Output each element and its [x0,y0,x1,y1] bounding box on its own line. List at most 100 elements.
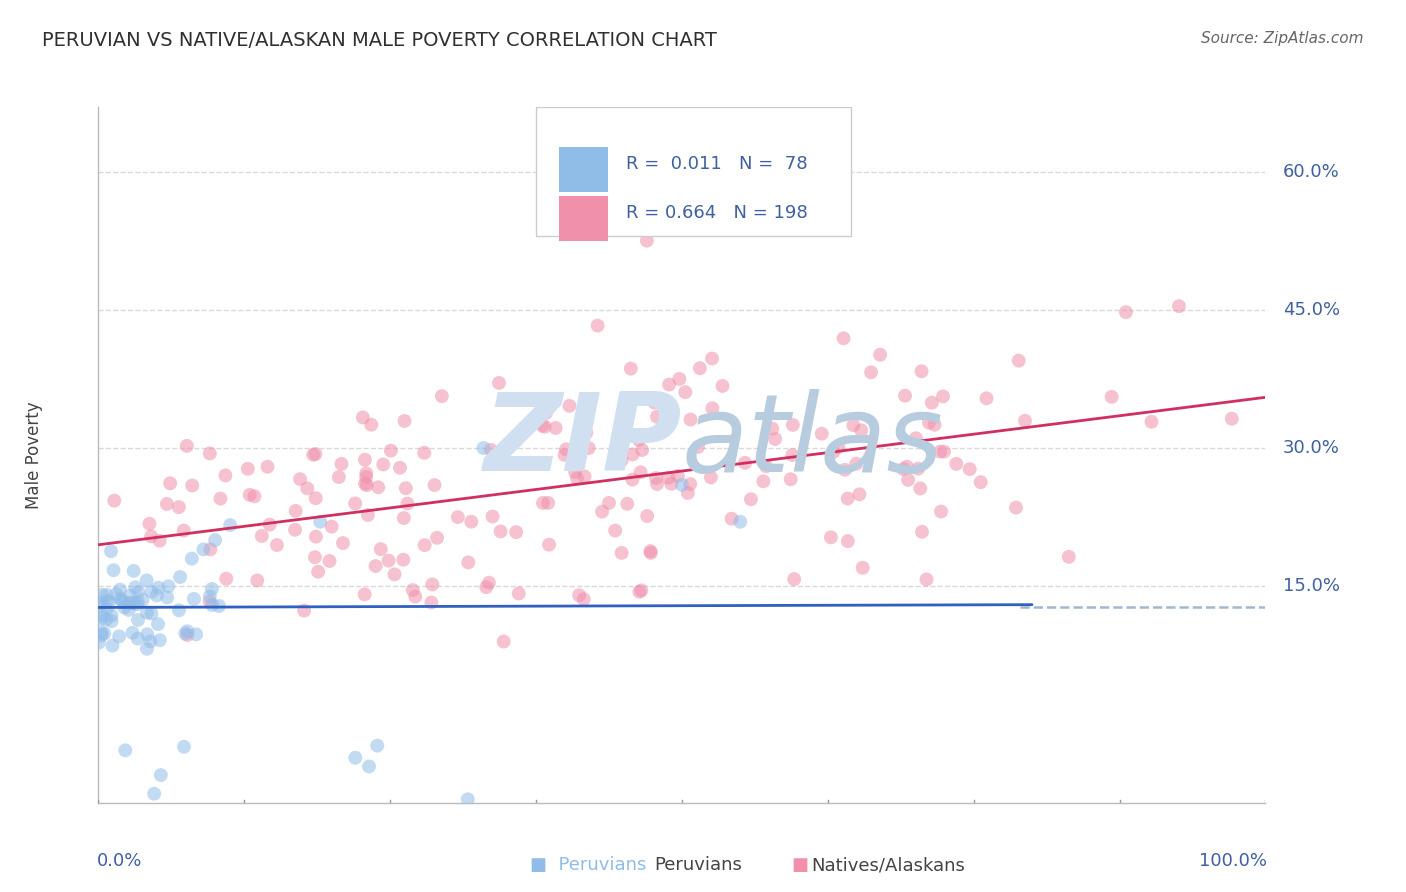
Point [621,447,644,461]
Point [198,594,221,608]
Point [94,613,117,627]
Point [837,491,859,506]
Point [384,567,406,582]
Text: Natives/Alaskans: Natives/Alaskans [811,856,965,874]
Point [354,476,377,491]
FancyBboxPatch shape [560,147,609,193]
Point [413,446,436,460]
Point [114,743,136,757]
Text: PERUVIAN VS NATIVE/ALASKAN MALE POVERTY CORRELATION CHART: PERUVIAN VS NATIVE/ALASKAN MALE POVERTY … [42,31,717,50]
Point [783,572,806,586]
Point [100,614,122,628]
Point [730,515,752,529]
Point [344,750,367,764]
Point [657,471,679,485]
Point [1220,411,1243,425]
Point [489,524,512,539]
Point [219,518,242,533]
Point [118,596,141,610]
Point [127,595,149,609]
FancyBboxPatch shape [560,195,609,241]
Point [127,632,149,646]
Point [447,510,470,524]
Point [112,595,135,609]
Point [929,444,952,458]
Point [136,627,159,641]
Point [146,617,169,632]
Point [181,478,204,492]
Point [354,452,377,467]
Point [554,448,576,462]
Point [90,599,112,613]
Point [96,594,118,608]
Point [183,591,205,606]
Point [564,465,586,479]
Point [200,542,222,557]
Text: Male Poverty: Male Poverty [25,401,44,508]
Point [111,593,134,607]
Point [149,533,172,548]
Point [330,457,353,471]
Point [605,524,627,538]
Point [173,739,195,754]
Point [91,608,114,623]
Point [236,462,259,476]
Point [616,497,638,511]
Point [631,443,654,458]
Point [929,504,952,518]
Point [404,590,426,604]
Point [627,433,650,447]
Point [578,441,600,455]
Point [959,462,981,476]
Point [505,525,527,540]
Point [120,589,142,603]
Point [420,595,443,609]
Point [176,624,198,639]
Point [246,574,269,588]
Point [96,602,118,616]
Point [834,463,856,477]
Point [668,372,690,386]
Point [702,401,724,416]
Text: ■: ■ [792,856,808,874]
Point [492,634,515,648]
Point [422,577,444,591]
Point [845,457,868,471]
Point [976,392,998,406]
Point [90,612,112,626]
Point [108,629,131,643]
Point [720,511,742,525]
Point [827,440,849,454]
Text: 15.0%: 15.0% [1282,577,1340,595]
Point [250,529,273,543]
Point [823,445,845,459]
Point [918,416,941,430]
Point [488,376,510,390]
Point [572,592,595,607]
Point [472,441,495,455]
Point [139,529,162,543]
Point [141,584,163,599]
Point [184,627,207,641]
Point [395,481,418,495]
Point [1014,414,1036,428]
FancyBboxPatch shape [536,107,851,235]
Point [640,544,662,558]
Point [907,461,929,475]
Point [711,379,734,393]
Point [198,590,221,604]
Point [911,524,934,539]
Point [204,533,226,548]
Point [591,505,613,519]
Point [402,583,425,598]
Point [673,385,696,400]
Point [779,472,801,486]
Point [332,536,354,550]
Point [131,592,153,607]
Text: atlas: atlas [682,389,943,493]
Point [328,470,350,484]
Point [201,582,224,596]
Point [679,477,702,491]
Point [505,434,527,448]
Point [305,491,328,505]
